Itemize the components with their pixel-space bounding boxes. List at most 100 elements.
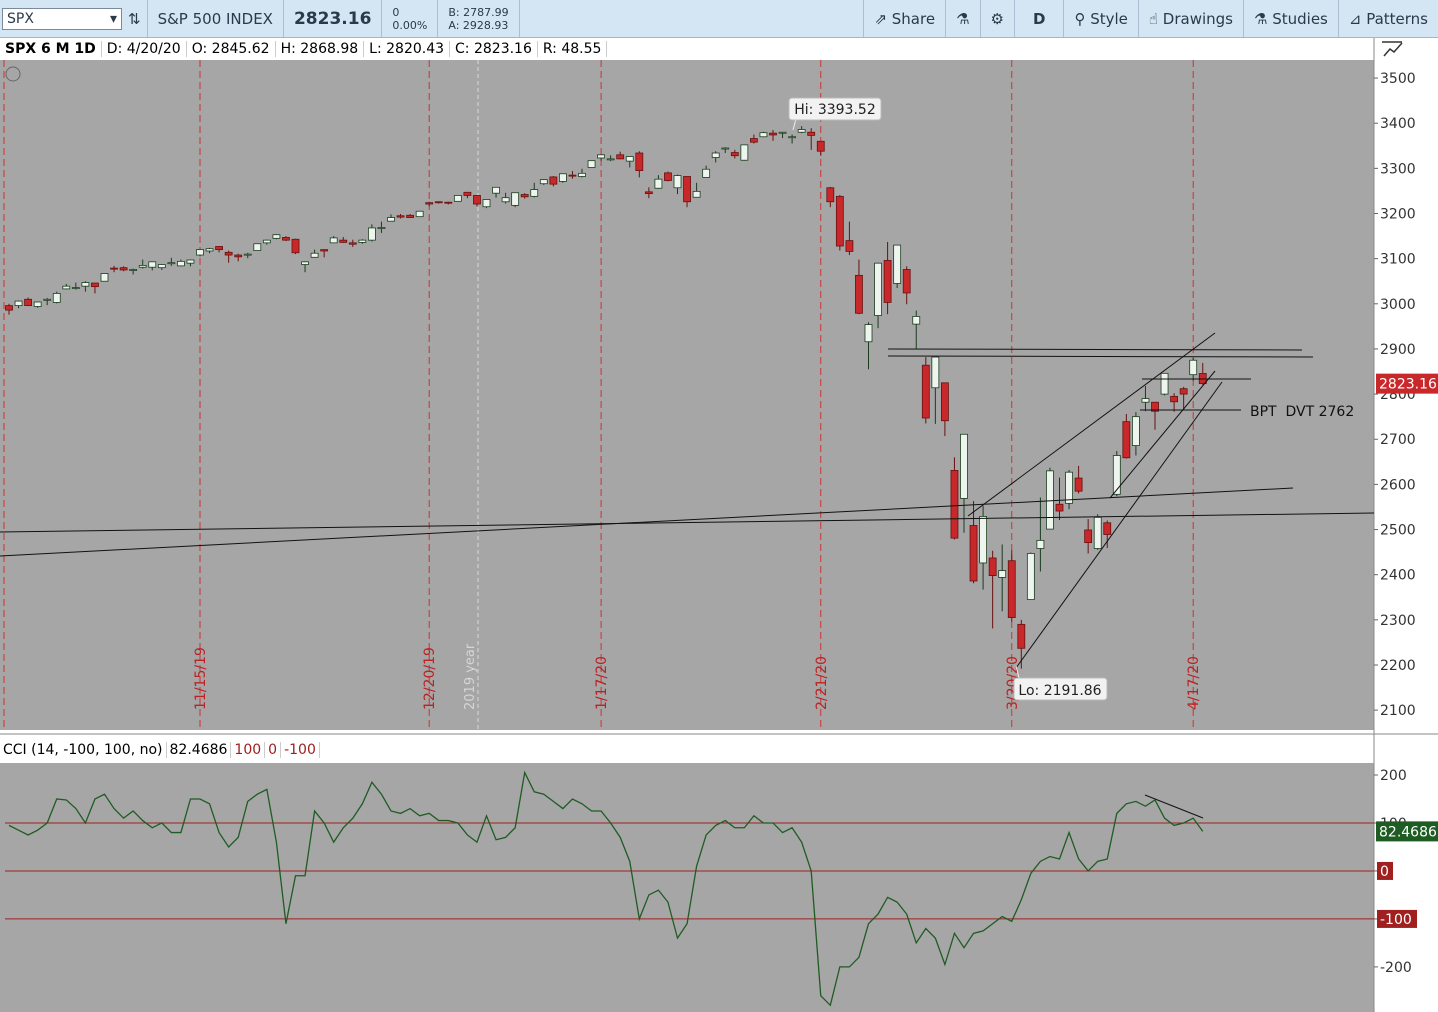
- share-button[interactable]: ⇗ Share: [863, 0, 947, 37]
- candle-body: [1017, 623, 1026, 649]
- candle-body: [415, 210, 424, 218]
- symbol-box[interactable]: SPX ▾: [2, 7, 122, 30]
- axis-icon[interactable]: [1382, 41, 1403, 57]
- link-icon[interactable]: ⇅: [122, 0, 148, 37]
- candle-body: [329, 237, 338, 244]
- candle-body: [759, 132, 768, 138]
- candle-body: [492, 186, 500, 194]
- last-value-box: [1376, 821, 1438, 842]
- candle-body: [883, 260, 892, 303]
- candle-body: [14, 300, 23, 307]
- candle-body: [625, 156, 634, 162]
- y-tick-label: -200: [1380, 960, 1412, 976]
- style-label: Style: [1090, 9, 1128, 28]
- candle-body: [110, 267, 118, 270]
- candle-body: [282, 237, 290, 241]
- trend-line: [887, 348, 1303, 351]
- candle-body: [434, 201, 443, 204]
- settings-button[interactable]: ⚙: [981, 0, 1015, 37]
- y-tick-label: 3100: [1380, 252, 1416, 268]
- candle-body: [167, 262, 176, 265]
- candle-body: [310, 252, 319, 258]
- candle-body: [807, 131, 816, 136]
- candle-body: [855, 274, 863, 314]
- candle-body: [1093, 516, 1102, 549]
- candle-body: [816, 140, 825, 152]
- cci-level: 0: [265, 742, 282, 758]
- candle-body: [664, 172, 672, 181]
- candle-body: [673, 175, 682, 189]
- bid-ask: B: 2787.99 A: 2928.93: [438, 0, 520, 37]
- candle-body: [606, 158, 615, 161]
- cci-header: CCI (14, -100, 100, no) 82.4686 100 0 -1…: [0, 738, 320, 762]
- candle-body: [893, 244, 902, 284]
- description: S&P 500 INDEX: [148, 0, 284, 37]
- candle-body: [511, 192, 520, 206]
- candle-body: [406, 214, 415, 218]
- candle-body: [778, 131, 787, 134]
- candle-body: [845, 240, 854, 252]
- candle-body: [539, 179, 548, 185]
- level-box: [1377, 909, 1417, 928]
- candle-body: [119, 267, 128, 271]
- candle-body: [530, 189, 539, 197]
- flask-button[interactable]: ⚗: [946, 0, 981, 37]
- y-tick-label: 2300: [1380, 613, 1416, 629]
- drawings-label: Drawings: [1162, 9, 1233, 28]
- studies-button[interactable]: ⚗ Studies: [1244, 0, 1339, 37]
- candle-body: [138, 265, 147, 268]
- candle-body: [711, 152, 720, 158]
- candle-body: [1026, 553, 1035, 600]
- candle-body: [1122, 421, 1131, 459]
- note-label: BPT DVT 2762: [1250, 404, 1354, 420]
- candle-body: [730, 152, 739, 157]
- ask: A: 2928.93: [448, 18, 509, 32]
- bid: B: 2787.99: [448, 5, 509, 19]
- info-icon[interactable]: [5, 66, 21, 82]
- candle-body: [425, 202, 434, 205]
- candle-body: [721, 147, 730, 150]
- y-tick-label: 3500: [1380, 71, 1416, 87]
- candle-body: [740, 144, 749, 161]
- candle-body: [348, 242, 357, 245]
- candle-body: [148, 261, 157, 268]
- candle-body: [826, 187, 835, 203]
- info-low: L: 2820.43: [364, 41, 451, 57]
- candle-body: [960, 433, 968, 499]
- candle-body: [186, 259, 195, 264]
- info-close: C: 2823.16: [450, 41, 538, 57]
- toolbar: SPX ▾ ⇅ S&P 500 INDEX 2823.16 0 0.00% B: 2…: [0, 0, 1438, 38]
- style-button[interactable]: ⚲ Style: [1064, 0, 1139, 37]
- candle-body: [549, 176, 558, 185]
- cci-level: -100: [281, 742, 320, 758]
- candle-body: [196, 249, 204, 256]
- candle-body: [262, 239, 271, 244]
- info-high: H: 2868.98: [276, 41, 365, 57]
- drawings-button[interactable]: ☝ Drawings: [1139, 0, 1244, 37]
- candle-body: [635, 152, 644, 172]
- candle-body: [1036, 539, 1045, 549]
- candle-body: [482, 199, 491, 208]
- candle-body: [367, 227, 376, 241]
- candle-body: [1132, 416, 1140, 446]
- candle-body: [750, 138, 758, 143]
- y-tick-label: 3000: [1380, 297, 1416, 313]
- y-tick-label: 3300: [1380, 161, 1416, 177]
- info-range: R: 48.55: [538, 41, 608, 57]
- candle-body: [253, 243, 262, 251]
- candle-body: [1084, 529, 1093, 544]
- candle-body: [473, 195, 481, 205]
- info-bar: SPX 6 M 1D D: 4/20/20 O: 2845.62 H: 2868…: [0, 38, 1374, 60]
- candle-body: [1141, 398, 1150, 403]
- studies-label: Studies: [1272, 9, 1328, 28]
- candle-body: [559, 173, 567, 182]
- level-label: -100: [1380, 912, 1412, 928]
- share-label: Share: [891, 9, 936, 28]
- candle-body: [921, 364, 930, 419]
- aggregation-button[interactable]: D: [1015, 0, 1065, 37]
- candle-body: [176, 260, 185, 267]
- info-date: D: 4/20/20: [102, 41, 187, 57]
- candle-body: [998, 570, 1007, 578]
- patterns-button[interactable]: ⊿ Patterns: [1348, 9, 1428, 28]
